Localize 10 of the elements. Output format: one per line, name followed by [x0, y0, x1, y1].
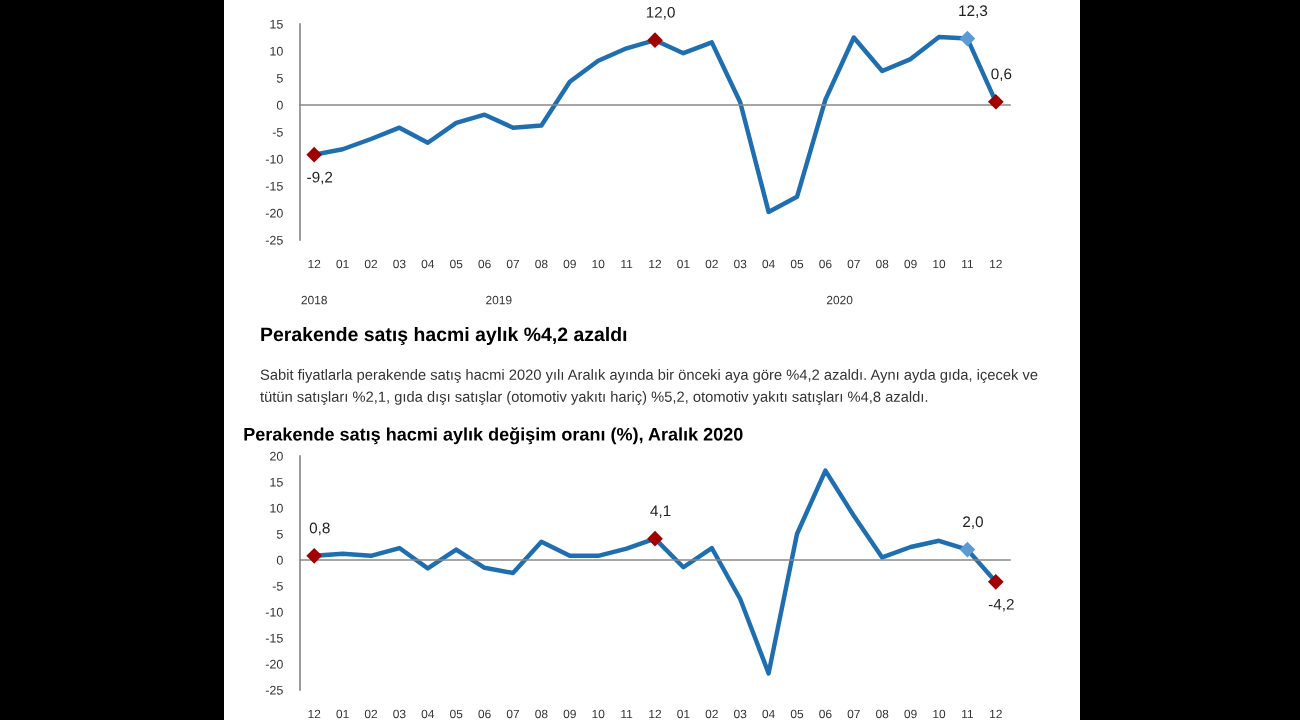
point — [960, 31, 975, 46]
point — [960, 542, 975, 557]
point — [988, 574, 1004, 590]
chart-title: Perakende satış hacmi aylık değişim oranı (%), Aralık 2020 — [244, 427, 743, 445]
point — [988, 94, 1004, 110]
point — [306, 147, 322, 162]
point — [647, 531, 663, 546]
point — [647, 32, 663, 48]
point — [306, 548, 322, 564]
text: Perakende satış hacmi aylık %4,2 azaldı — [261, 326, 627, 346]
